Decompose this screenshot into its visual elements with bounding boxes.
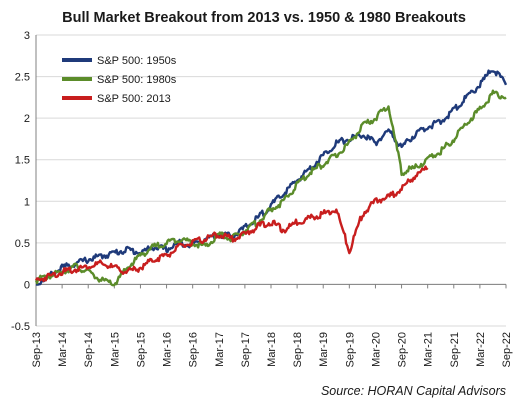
x-tick-label: Mar-19: [318, 332, 330, 367]
x-tick-label: Mar-14: [57, 332, 69, 367]
series-lines: [34, 69, 508, 287]
x-tick-label: Sep-19: [344, 332, 356, 367]
x-tick-label: Sep-14: [83, 332, 95, 367]
y-tick-label: 1.5: [15, 155, 30, 167]
x-tick-label: Mar-21: [423, 332, 435, 367]
series-line-2: [34, 89, 507, 287]
x-tick-label: Sep-15: [135, 332, 147, 367]
legend-label-2: S&P 500: 1980s: [97, 74, 177, 86]
series-line-3: [34, 165, 429, 282]
y-tick-label: 1: [24, 196, 30, 208]
x-tick-label: Sep-20: [397, 332, 409, 367]
series-line-1: [35, 69, 508, 286]
y-tick-label: 2.5: [15, 72, 30, 84]
legend-label-1: S&P 500: 1950s: [97, 55, 177, 67]
y-tick-label: 3: [24, 30, 30, 42]
legend-label-3: S&P 500: 2013: [97, 93, 171, 105]
x-tick-label: Sep-13: [31, 332, 43, 367]
x-tick-label: Mar-18: [266, 332, 278, 367]
y-tick-label: -0.5: [11, 321, 30, 333]
axes: -0.5 0 0.5 1 1.5 2 2.5 3 Sep-13 Mar-14 Sep-14 Mar-1…: [11, 30, 513, 367]
x-tick-label: Sep-16: [188, 332, 200, 367]
y-tick-label: 0.5: [15, 238, 30, 250]
x-tick-label: Mar-16: [162, 332, 174, 367]
y-tick-label: 2: [24, 113, 30, 125]
x-tick-label: Sep-17: [240, 332, 252, 367]
x-tick-label: Mar-20: [370, 332, 382, 367]
x-tick-label: Sep-22: [501, 332, 513, 367]
legend: S&P 500: 1950s S&P 500: 1980s S&P 500: 201…: [62, 55, 177, 105]
x-tick-label: Mar-22: [475, 332, 487, 367]
x-tick-label: Sep-18: [292, 332, 304, 367]
source-label: Source: HORAN Capital Advisors: [321, 384, 506, 398]
x-tick-label: Mar-15: [109, 332, 121, 367]
x-tick-label: Sep-21: [449, 332, 461, 367]
x-tick-label: Mar-17: [214, 332, 226, 367]
y-tick-label: 0: [24, 279, 30, 291]
chart-title: Bull Market Breakout from 2013 vs. 1950 …: [62, 10, 466, 26]
